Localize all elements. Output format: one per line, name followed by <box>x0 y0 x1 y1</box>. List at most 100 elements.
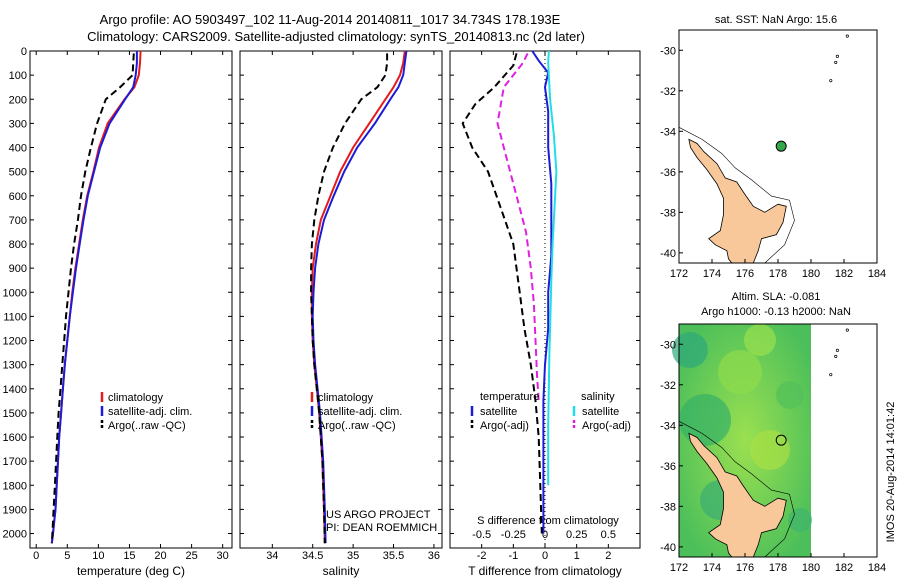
y-tick-label: 1100 <box>3 311 27 323</box>
figure-title-line1: Argo profile: AO 5903497_102 11-Aug-2014… <box>100 12 561 27</box>
series-line <box>50 53 135 544</box>
island <box>845 328 849 332</box>
y-tick-label: 900 <box>9 263 27 275</box>
map-x-tick-label: 182 <box>835 268 853 280</box>
series-line <box>461 53 543 534</box>
x-tick-label: 30 <box>217 550 229 562</box>
y-tick-label: 2000 <box>3 529 27 541</box>
island <box>829 79 833 83</box>
figure-title-line2: Climatology: CARS2009. Satellite-adjuste… <box>87 29 585 44</box>
x-tick-label: -1 <box>508 550 518 562</box>
x-tick-label: 10 <box>92 550 104 562</box>
x-tick-label: -2 <box>477 550 487 562</box>
x-tick-label: 20 <box>154 550 166 562</box>
map-x-tick-label: 180 <box>802 268 820 280</box>
legend-label: climatology <box>108 392 164 404</box>
island <box>835 54 839 58</box>
sla-blob <box>679 394 731 446</box>
map-y-tick-label: -30 <box>660 45 676 57</box>
series-line <box>50 51 138 544</box>
temperature-panel: 0100200300400500600700800900100011001200… <box>3 46 233 578</box>
sla-blob <box>788 508 812 532</box>
sla-blob <box>750 430 790 470</box>
x-tick-label: 34.5 <box>302 550 323 562</box>
y-tick-label: 0 <box>21 46 27 58</box>
land-north-island <box>688 432 787 558</box>
x-tick-label: 5 <box>64 550 70 562</box>
project-label: US ARGO PROJECT <box>326 509 431 521</box>
map-bottom: 172 174 176 178 180 182 184 -30 -32 -34 -36 -38 -40 <box>660 323 886 574</box>
series-line <box>311 50 408 544</box>
map-x-tick-label: 172 <box>670 562 688 574</box>
x2-tick-label: 0 <box>542 529 548 541</box>
map-x-tick-label: 178 <box>769 268 787 280</box>
legend-header: temperature <box>480 391 539 403</box>
land-north-island <box>688 138 787 264</box>
y-tick-label: 1400 <box>3 384 27 396</box>
legend-label: Argo(-adj) <box>582 420 631 432</box>
series-line <box>496 52 540 401</box>
y-tick-label: 1500 <box>3 408 27 420</box>
legend-header: salinity <box>581 391 615 403</box>
y-tick-label: 1200 <box>3 336 27 348</box>
legend-label: satellite <box>582 406 619 418</box>
map-y-tick-label: -34 <box>660 420 676 432</box>
x-tick-label: 36 <box>428 550 440 562</box>
map-x-tick-label: 180 <box>802 562 820 574</box>
y-tick-label: 300 <box>9 118 27 130</box>
map-y-tick-label: -36 <box>660 461 676 473</box>
x-tick-label: 25 <box>185 550 197 562</box>
x-tick-label: 15 <box>123 550 135 562</box>
x-tick-label: 35.5 <box>383 550 404 562</box>
series-line <box>310 53 389 544</box>
x-axis-label: T difference from climatology <box>468 564 622 578</box>
legend-label: Argo(-adj) <box>480 420 529 432</box>
series-line <box>310 50 406 544</box>
y-tick-label: 1000 <box>3 287 27 299</box>
series-line <box>531 50 553 534</box>
map-x-tick-label: 184 <box>868 268 886 280</box>
island <box>835 348 839 352</box>
series-line <box>50 50 142 544</box>
x2-axis-label: S difference from climatology <box>477 515 619 527</box>
legend-label: climatology <box>318 392 374 404</box>
x-axis-label: salinity <box>323 564 360 578</box>
timestamp-text: IMOS 20-Aug-2014 14:01:42 <box>885 401 897 543</box>
x2-tick-label: -0.25 <box>501 529 526 541</box>
legend-label: satellite-adj. clim. <box>108 406 192 418</box>
y-tick-label: 100 <box>9 70 27 82</box>
sla-blob <box>718 350 762 394</box>
map-x-tick-label: 174 <box>703 562 721 574</box>
x-tick-label: 34 <box>266 550 278 562</box>
bathymetry-contour <box>678 421 795 558</box>
legend-label: Argo(..raw -QC) <box>108 420 186 432</box>
map-bottom-title1: Altim. SLA: -0.081 <box>732 291 821 303</box>
legend-label: Argo(..raw -QC) <box>318 420 396 432</box>
y-tick-label: 1600 <box>3 432 27 444</box>
x-tick-label: 1 <box>574 550 580 562</box>
map-top-title: sat. SST: NaN Argo: 15.6 <box>715 14 837 26</box>
map-y-tick-label: -34 <box>660 126 676 138</box>
y-tick-label: 400 <box>9 143 27 155</box>
map-y-tick-label: -38 <box>660 501 676 513</box>
map-x-tick-label: 178 <box>769 562 787 574</box>
map-y-tick-label: -38 <box>660 207 676 219</box>
legend-label: satellite <box>480 406 517 418</box>
float-position-marker <box>775 140 787 152</box>
legend-label: satellite-adj. clim. <box>318 406 402 418</box>
float-position-marker <box>775 434 787 446</box>
map-x-tick-label: 182 <box>835 562 853 574</box>
bathymetry-contour <box>678 127 795 264</box>
y-tick-label: 1300 <box>3 360 27 372</box>
x2-tick-label: 0.25 <box>566 529 587 541</box>
map-x-tick-label: 184 <box>868 562 886 574</box>
x-tick-label: 0 <box>542 550 548 562</box>
salinity-panel: 34 34.5 35 35.5 36 salinity climatology satelli… <box>239 50 443 578</box>
y-tick-label: 200 <box>9 94 27 106</box>
x-tick-label: 35 <box>347 550 359 562</box>
island <box>834 60 838 64</box>
plot-frame <box>239 50 443 549</box>
x-axis-label: temperature (deg C) <box>77 564 185 578</box>
map-y-tick-label: -32 <box>660 380 676 392</box>
